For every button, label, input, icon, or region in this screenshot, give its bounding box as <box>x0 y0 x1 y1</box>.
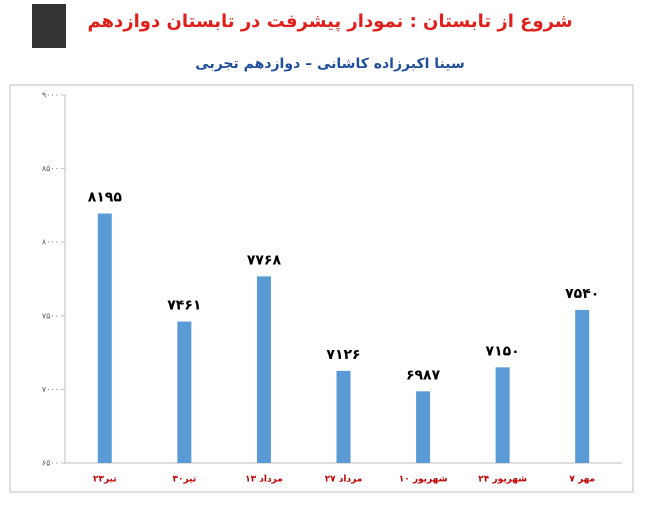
x-tick-label: ۲۴ شهریور <box>478 475 527 485</box>
value-label: ۷۵۴۰ <box>565 286 599 302</box>
chart-frame <box>9 84 634 493</box>
x-tick-label: ۷ مهر <box>569 475 595 485</box>
chart-subtitle: سینا اکبرزاده کاشانی – دوازدهم تجربی <box>195 56 464 72</box>
value-label: ۷۱۲۶ <box>326 347 360 363</box>
value-label: ۷۷۶۸ <box>247 252 282 268</box>
value-label: ۶۹۸۷ <box>406 367 441 383</box>
x-tick-label: ۱۳ مرداد <box>245 475 283 485</box>
value-label: ۷۱۵۰ <box>486 343 520 359</box>
value-label: ۷۴۶۱ <box>167 298 201 314</box>
bar <box>256 276 271 463</box>
value-label: ۸۱۹۵ <box>88 189 123 205</box>
bar <box>495 367 510 463</box>
logo <box>32 4 66 48</box>
y-tick-label: ۹۰۰۰ <box>42 91 59 100</box>
x-tick-label: ۲۳تیر <box>93 475 117 485</box>
y-tick-label: ۷۰۰۰ <box>42 385 59 394</box>
bar <box>416 391 431 463</box>
bar <box>97 213 112 463</box>
x-tick-label: ۳۰تیر <box>173 475 197 485</box>
y-tick-label: ۸۰۰۰ <box>42 238 59 247</box>
bar <box>336 370 351 463</box>
y-tick-label: ۷۵۰۰ <box>42 311 59 320</box>
bar <box>177 321 192 463</box>
bar <box>575 309 590 463</box>
chart-title: شروع از تابستان : نمودار پیشرفت در تابست… <box>87 11 572 32</box>
x-tick-label: ۱۰ شهریور <box>399 475 448 485</box>
y-tick-label: ۶۵۰۰ <box>42 459 59 468</box>
y-tick-label: ۸۵۰۰ <box>42 164 59 173</box>
x-tick-label: ۲۷ مرداد <box>325 475 363 485</box>
